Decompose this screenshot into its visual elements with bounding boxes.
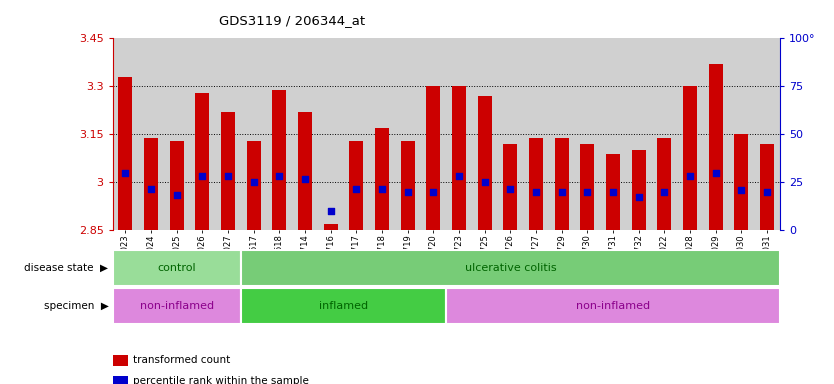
Bar bbox=[113, 250, 241, 286]
Bar bbox=[324, 224, 338, 230]
Point bbox=[427, 189, 440, 195]
Point bbox=[709, 170, 722, 176]
Bar bbox=[606, 154, 620, 230]
Text: non-inflamed: non-inflamed bbox=[139, 301, 214, 311]
Point bbox=[735, 187, 748, 194]
Bar bbox=[580, 144, 595, 230]
Text: GDS3119 / 206344_at: GDS3119 / 206344_at bbox=[219, 14, 365, 27]
Point bbox=[324, 208, 338, 214]
Point bbox=[683, 173, 696, 179]
Text: non-inflamed: non-inflamed bbox=[576, 301, 650, 311]
Bar bbox=[529, 137, 543, 230]
Point bbox=[555, 189, 568, 195]
Bar bbox=[298, 112, 312, 230]
Bar bbox=[478, 96, 492, 230]
Bar bbox=[195, 93, 209, 230]
Bar bbox=[375, 128, 389, 230]
Bar bbox=[113, 288, 241, 324]
Point bbox=[118, 170, 132, 176]
Text: percentile rank within the sample: percentile rank within the sample bbox=[133, 376, 309, 384]
Point bbox=[478, 179, 491, 185]
Bar bbox=[426, 86, 440, 230]
Point bbox=[349, 186, 363, 192]
Text: control: control bbox=[158, 263, 196, 273]
Bar bbox=[631, 151, 646, 230]
Point bbox=[530, 189, 543, 195]
Bar bbox=[503, 144, 517, 230]
Text: inflamed: inflamed bbox=[319, 301, 368, 311]
Text: transformed count: transformed count bbox=[133, 355, 231, 365]
Bar bbox=[760, 144, 774, 230]
Bar bbox=[273, 89, 286, 230]
Point bbox=[196, 173, 209, 179]
Bar bbox=[734, 134, 748, 230]
Point bbox=[580, 189, 594, 195]
Point bbox=[375, 186, 389, 192]
Bar bbox=[400, 141, 414, 230]
Point bbox=[606, 189, 620, 195]
Text: specimen  ▶: specimen ▶ bbox=[43, 301, 108, 311]
Point bbox=[452, 173, 465, 179]
Text: disease state  ▶: disease state ▶ bbox=[24, 263, 108, 273]
Point bbox=[401, 189, 414, 195]
Point bbox=[761, 189, 774, 195]
Point bbox=[144, 186, 158, 192]
Bar bbox=[683, 86, 697, 230]
Bar bbox=[241, 250, 780, 286]
Bar bbox=[221, 112, 235, 230]
Point bbox=[504, 186, 517, 192]
Bar bbox=[349, 141, 364, 230]
Point bbox=[221, 173, 234, 179]
Bar bbox=[169, 141, 183, 230]
Point bbox=[299, 176, 312, 182]
Text: ulcerative colitis: ulcerative colitis bbox=[465, 263, 556, 273]
Bar bbox=[555, 137, 569, 230]
Bar bbox=[446, 288, 780, 324]
Point bbox=[170, 192, 183, 198]
Point bbox=[658, 189, 671, 195]
Point bbox=[273, 173, 286, 179]
Bar bbox=[709, 64, 723, 230]
Bar bbox=[144, 137, 158, 230]
Bar bbox=[247, 141, 261, 230]
Bar bbox=[241, 288, 446, 324]
Point bbox=[632, 194, 646, 200]
Bar bbox=[452, 86, 466, 230]
Point bbox=[247, 179, 260, 185]
Bar bbox=[657, 137, 671, 230]
Bar bbox=[118, 77, 133, 230]
